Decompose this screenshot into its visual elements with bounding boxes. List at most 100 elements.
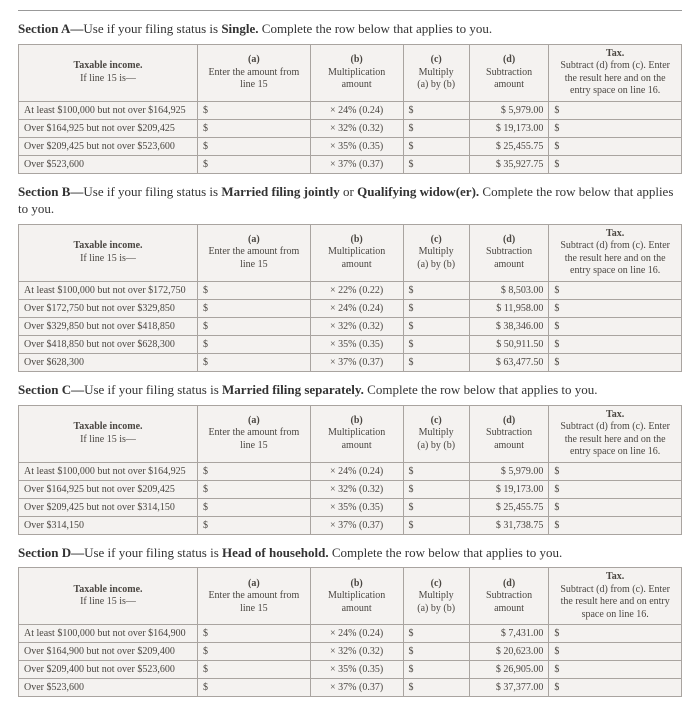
cell-income: Over $628,300 (19, 353, 198, 371)
cell-c: $ (403, 625, 469, 643)
cell-tax: $ (549, 498, 682, 516)
col-d: (d)Subtraction amount (469, 44, 549, 101)
cell-a: $ (198, 281, 311, 299)
table-row: Over $164,900 but not over $209,400$× 32… (19, 643, 682, 661)
cell-b: × 32% (0.32) (310, 643, 403, 661)
col-income: Taxable income.If line 15 is— (19, 224, 198, 281)
col-tax: Tax.Subtract (d) from (c). Enter the res… (549, 224, 682, 281)
col-a: (a)Enter the amount from line 15 (198, 568, 311, 625)
cell-a: $ (198, 498, 311, 516)
cell-a: $ (198, 353, 311, 371)
table-row: Over $209,400 but not over $523,600$× 35… (19, 661, 682, 679)
cell-b: × 35% (0.35) (310, 335, 403, 353)
cell-c: $ (403, 299, 469, 317)
cell-income: Over $164,925 but not over $209,425 (19, 480, 198, 498)
cell-a: $ (198, 101, 311, 119)
cell-c: $ (403, 353, 469, 371)
col-b: (b)Multiplication amount (310, 44, 403, 101)
col-c: (c)Multiply(a) by (b) (403, 224, 469, 281)
col-d: (d)Subtraction amount (469, 405, 549, 462)
cell-tax: $ (549, 516, 682, 534)
table-row: Over $314,150$× 37% (0.37)$$ 31,738.75$ (19, 516, 682, 534)
cell-d: $ 35,927.75 (469, 155, 549, 173)
cell-tax: $ (549, 679, 682, 697)
cell-tax: $ (549, 137, 682, 155)
cell-income: At least $100,000 but not over $164,925 (19, 101, 198, 119)
col-b: (b)Multiplication amount (310, 405, 403, 462)
cell-a: $ (198, 335, 311, 353)
cell-tax: $ (549, 625, 682, 643)
cell-c: $ (403, 679, 469, 697)
cell-c: $ (403, 335, 469, 353)
table-row: At least $100,000 but not over $164,925$… (19, 101, 682, 119)
section-B-table: Taxable income.If line 15 is—(a)Enter th… (18, 224, 682, 372)
cell-income: Over $172,750 but not over $329,850 (19, 299, 198, 317)
cell-b: × 24% (0.24) (310, 299, 403, 317)
cell-b: × 35% (0.35) (310, 661, 403, 679)
col-income: Taxable income.If line 15 is— (19, 568, 198, 625)
cell-income: Over $523,600 (19, 679, 198, 697)
cell-a: $ (198, 679, 311, 697)
cell-income: Over $209,425 but not over $314,150 (19, 498, 198, 516)
table-row: Over $523,600$× 37% (0.37)$$ 35,927.75$ (19, 155, 682, 173)
col-tax: Tax.Subtract (d) from (c). Enter the res… (549, 44, 682, 101)
cell-b: × 37% (0.37) (310, 516, 403, 534)
table-row: Over $209,425 but not over $523,600$× 35… (19, 137, 682, 155)
cell-tax: $ (549, 661, 682, 679)
cell-tax: $ (549, 462, 682, 480)
cell-a: $ (198, 643, 311, 661)
cell-b: × 37% (0.37) (310, 353, 403, 371)
section-A-table: Taxable income.If line 15 is—(a)Enter th… (18, 44, 682, 174)
cell-income: Over $523,600 (19, 155, 198, 173)
cell-b: × 32% (0.32) (310, 119, 403, 137)
cell-income: Over $418,850 but not over $628,300 (19, 335, 198, 353)
cell-c: $ (403, 661, 469, 679)
section-B-heading: Section B—Use if your filing status is M… (18, 184, 682, 218)
table-row: Over $209,425 but not over $314,150$× 35… (19, 498, 682, 516)
cell-a: $ (198, 661, 311, 679)
cell-b: × 24% (0.24) (310, 625, 403, 643)
cell-b: × 24% (0.24) (310, 101, 403, 119)
cell-b: × 32% (0.32) (310, 317, 403, 335)
col-tax: Tax.Subtract (d) from (c). Enter the res… (549, 405, 682, 462)
table-row: Over $418,850 but not over $628,300$× 35… (19, 335, 682, 353)
cell-d: $ 26,905.00 (469, 661, 549, 679)
cell-a: $ (198, 137, 311, 155)
cell-c: $ (403, 137, 469, 155)
cell-d: $ 37,377.00 (469, 679, 549, 697)
cell-tax: $ (549, 155, 682, 173)
cell-tax: $ (549, 353, 682, 371)
cell-d: $ 5,979.00 (469, 462, 549, 480)
col-d: (d)Subtraction amount (469, 224, 549, 281)
cell-d: $ 31,738.75 (469, 516, 549, 534)
cell-b: × 32% (0.32) (310, 480, 403, 498)
cell-income: Over $314,150 (19, 516, 198, 534)
col-c: (c)Multiply(a) by (b) (403, 44, 469, 101)
section-A-heading: Section A—Use if your filing status is S… (18, 21, 682, 38)
col-income: Taxable income.If line 15 is— (19, 44, 198, 101)
table-row: At least $100,000 but not over $172,750$… (19, 281, 682, 299)
table-row: Over $164,925 but not over $209,425$× 32… (19, 119, 682, 137)
section-D-heading: Section D—Use if your filing status is H… (18, 545, 682, 562)
cell-tax: $ (549, 281, 682, 299)
cell-tax: $ (549, 335, 682, 353)
cell-tax: $ (549, 480, 682, 498)
cell-b: × 37% (0.37) (310, 679, 403, 697)
cell-a: $ (198, 462, 311, 480)
table-row: Over $523,600$× 37% (0.37)$$ 37,377.00$ (19, 679, 682, 697)
cell-income: At least $100,000 but not over $172,750 (19, 281, 198, 299)
cell-tax: $ (549, 119, 682, 137)
cell-a: $ (198, 625, 311, 643)
cell-c: $ (403, 119, 469, 137)
col-c: (c)Multiply(a) by (b) (403, 568, 469, 625)
cell-a: $ (198, 516, 311, 534)
col-a: (a)Enter the amount from line 15 (198, 44, 311, 101)
cell-income: At least $100,000 but not over $164,900 (19, 625, 198, 643)
cell-d: $ 5,979.00 (469, 101, 549, 119)
cell-income: At least $100,000 but not over $164,925 (19, 462, 198, 480)
col-d: (d)Subtraction amount (469, 568, 549, 625)
cell-income: Over $164,925 but not over $209,425 (19, 119, 198, 137)
cell-d: $ 7,431.00 (469, 625, 549, 643)
col-tax: Tax.Subtract (d) from (c). Enter the res… (549, 568, 682, 625)
cell-income: Over $329,850 but not over $418,850 (19, 317, 198, 335)
